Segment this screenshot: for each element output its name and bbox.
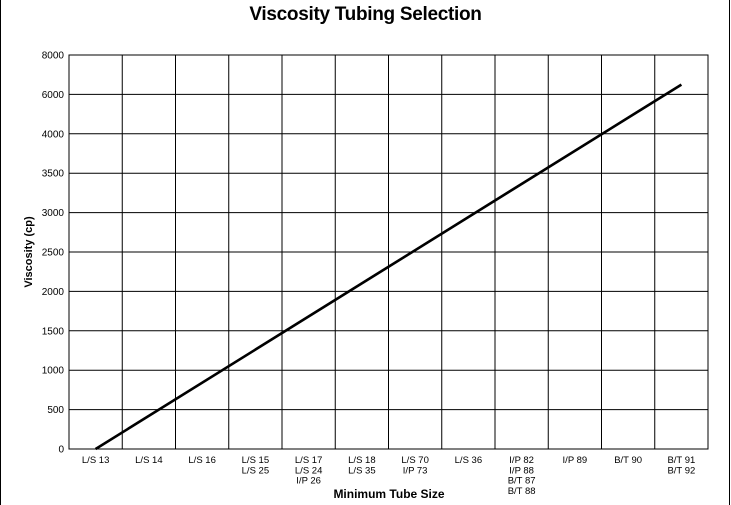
y-tick-label: 2000 — [42, 287, 65, 298]
y-tick-label: 4000 — [42, 129, 65, 140]
y-tick-label: 1000 — [42, 366, 65, 377]
x-tick-label: I/P 26 — [296, 476, 321, 487]
y-axis-label: Viscosity (cp) — [23, 216, 35, 288]
y-tick-label: 1500 — [42, 326, 65, 337]
y-tick-label: 8000 — [42, 51, 65, 62]
x-tick-label: B/T 92 — [667, 465, 695, 476]
x-tick-label: L/S 16 — [188, 455, 215, 466]
frame-right-border — [729, 0, 730, 505]
x-tick-label: L/S 35 — [348, 465, 375, 476]
x-tick-label: L/S 14 — [135, 455, 162, 466]
x-tick-label: I/P 88 — [509, 465, 534, 476]
tick-layer: 0 500 1000 1500 2000 2500 3000 3500 4000 6000 8000… — [42, 51, 696, 497]
series-layer — [94, 83, 683, 451]
x-tick-label: B/T 88 — [508, 486, 536, 497]
y-tick-label: 6000 — [42, 90, 65, 101]
y-tick-label: 2500 — [42, 248, 65, 259]
x-tick-label: L/S 25 — [242, 465, 269, 476]
y-tick-label: 500 — [47, 405, 64, 416]
x-tick-label: L/S 24 — [295, 465, 322, 476]
x-tick-label: B/T 90 — [614, 455, 642, 466]
chart-title: Viscosity Tubing Selection — [249, 4, 482, 25]
grid-layer — [68, 54, 709, 450]
x-tick-label: I/P 73 — [403, 465, 428, 476]
x-tick-label: L/S 18 — [348, 455, 375, 466]
series-line — [94, 83, 683, 451]
y-tick-label: 3000 — [42, 208, 65, 219]
x-tick-label: L/S 13 — [82, 455, 109, 466]
x-tick-label: I/P 82 — [509, 455, 534, 466]
x-tick-label: L/S 70 — [401, 455, 428, 466]
x-tick-label: L/S 15 — [242, 455, 269, 466]
y-tick-label: 0 — [58, 445, 64, 456]
frame-left-border — [0, 0, 1, 505]
x-tick-label: L/S 17 — [295, 455, 322, 466]
x-tick-label: B/T 87 — [508, 476, 536, 487]
x-tick-label: L/S 36 — [455, 455, 482, 466]
x-tick-label: I/P 89 — [563, 455, 588, 466]
y-tick-label: 3500 — [42, 169, 65, 180]
x-axis-label: Minimum Tube Size — [333, 487, 444, 501]
x-tick-label: B/T 91 — [667, 455, 695, 466]
